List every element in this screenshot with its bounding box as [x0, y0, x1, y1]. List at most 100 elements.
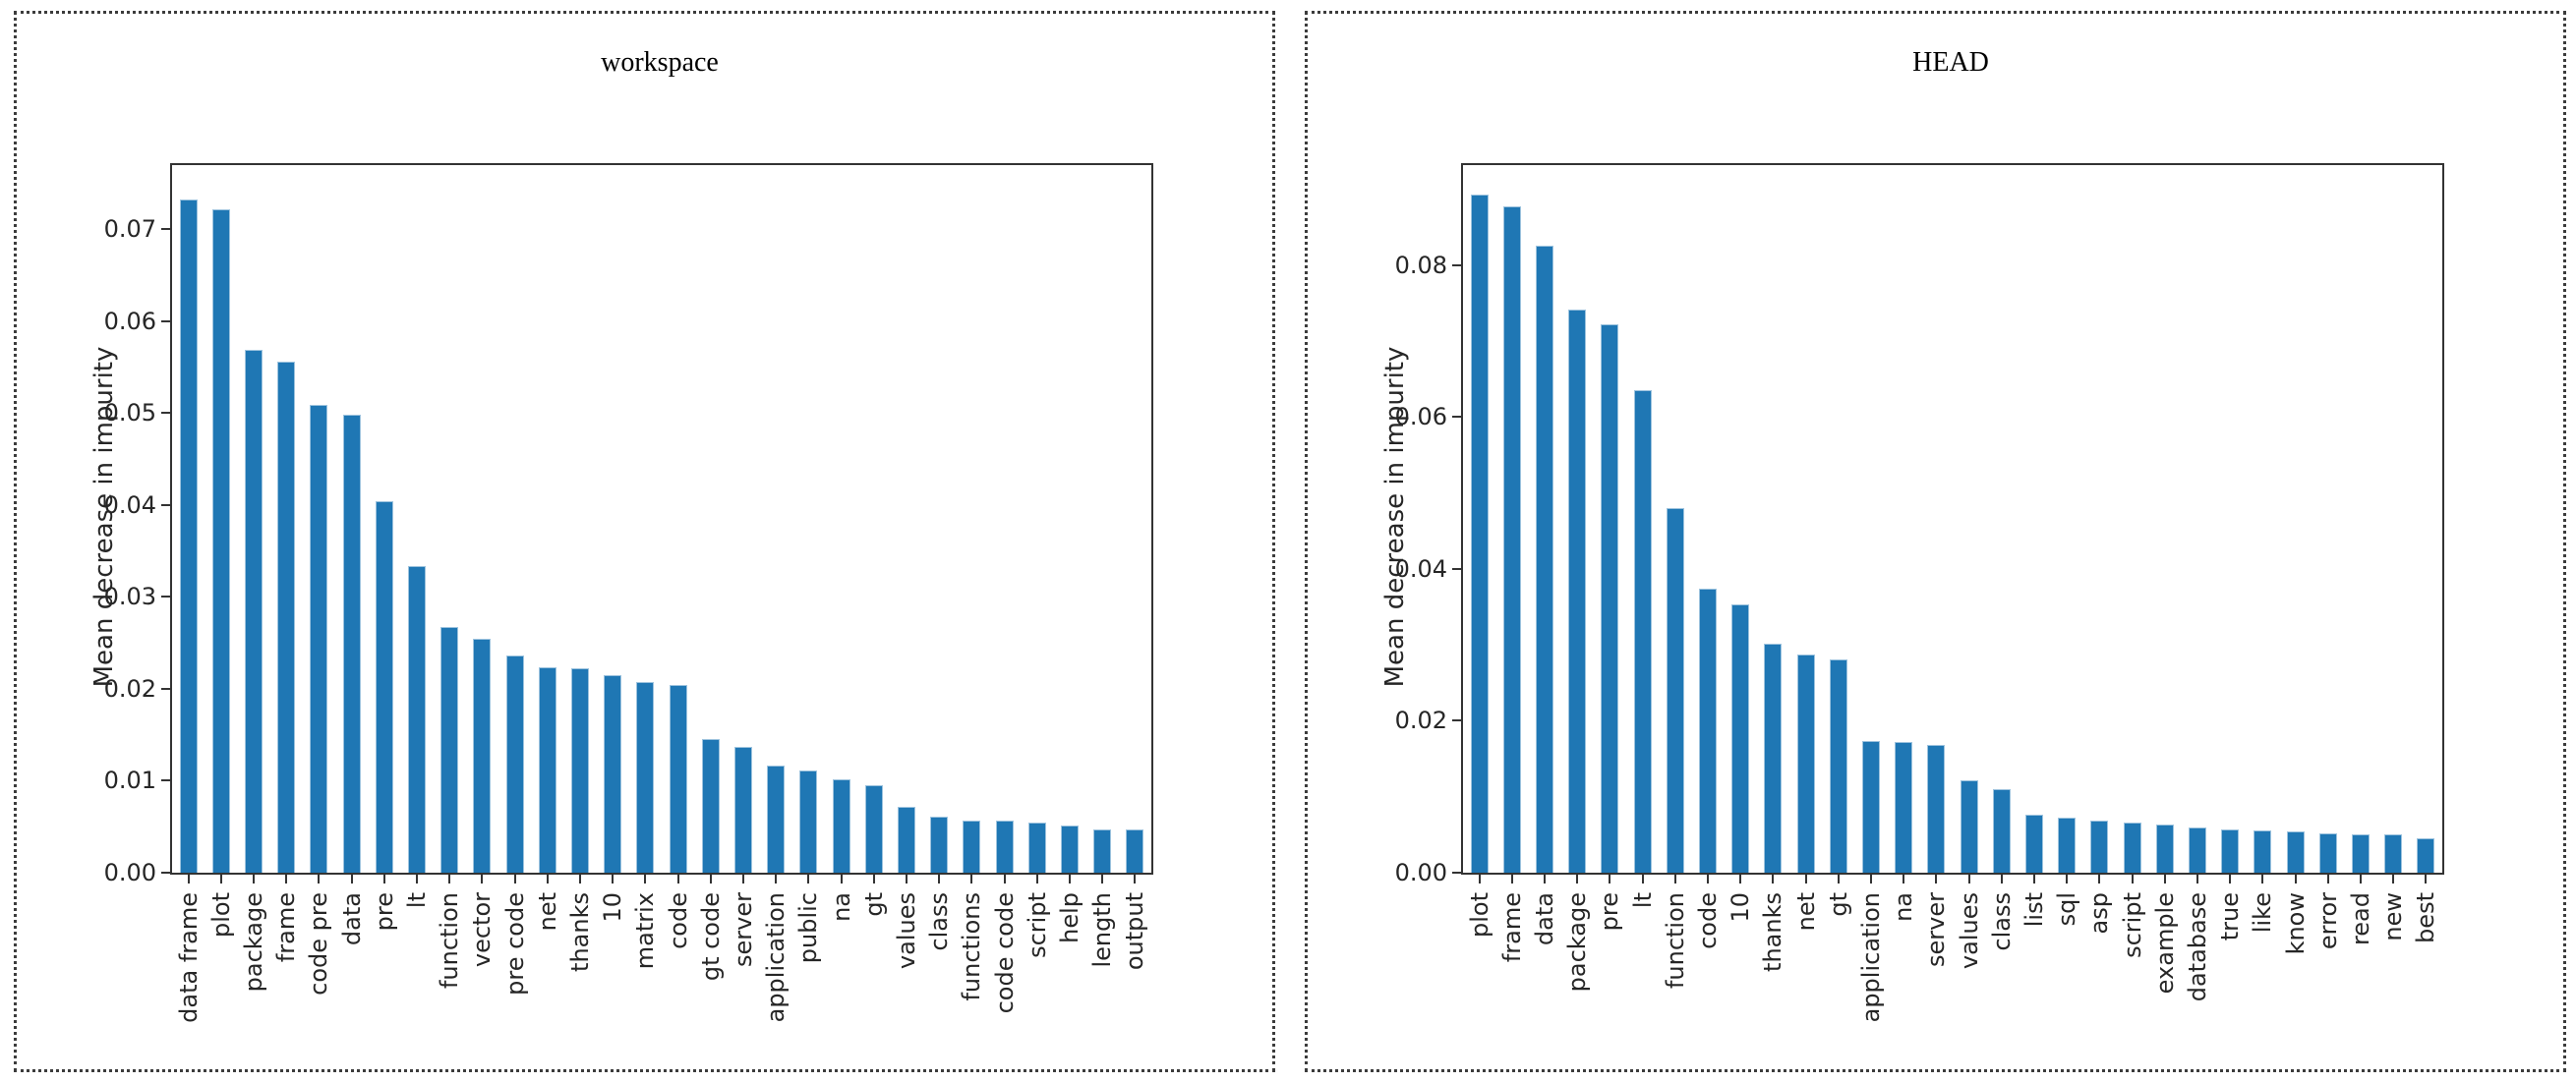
x-tick-mark [1903, 875, 1905, 884]
x-tick-mark [1772, 875, 1775, 884]
x-tick-mark [382, 875, 385, 884]
x-tick-mark [2196, 875, 2198, 884]
bar-10 [604, 675, 622, 873]
bar-lt [1633, 390, 1652, 873]
bar-values [1960, 780, 1978, 873]
y-axis-label: Mean decrease in impurity [1380, 346, 1410, 688]
x-tick-label: list [2020, 892, 2048, 928]
x-tick-mark [513, 875, 516, 884]
x-tick-label: server [730, 892, 757, 967]
bar-help [1061, 826, 1079, 873]
x-tick-mark [2066, 875, 2069, 884]
x-tick-mark [775, 875, 778, 884]
x-tick-mark [1510, 875, 1513, 884]
x-tick-mark [416, 875, 418, 884]
x-tick-mark [1641, 875, 1644, 884]
x-tick-mark [1035, 875, 1038, 884]
bar-code [1699, 589, 1717, 873]
y-tick-mark [161, 228, 170, 231]
bar-true [2221, 829, 2240, 873]
bar-package [245, 350, 263, 873]
x-tick-label: frame [272, 892, 301, 963]
x-tick-mark [709, 875, 712, 884]
y-tick-mark [161, 687, 170, 690]
x-tick-label: package [1563, 892, 1592, 993]
x-tick-mark [1935, 875, 1938, 884]
bar-function [440, 627, 459, 873]
y-tick-mark [161, 503, 170, 506]
y-tick-label: 0.02 [103, 674, 156, 703]
x-tick-label: error [2313, 892, 2342, 950]
bar-function [1666, 508, 1684, 873]
x-tick-mark [2033, 875, 2035, 884]
x-tick-label: values [893, 892, 920, 970]
x-tick-label: net [533, 892, 561, 932]
x-tick-mark [1870, 875, 1872, 884]
x-tick-label: vector [468, 892, 497, 968]
x-tick-mark [1609, 875, 1611, 884]
bar-gt-code [701, 739, 720, 873]
x-tick-mark [1837, 875, 1840, 884]
bar-database [2189, 827, 2206, 873]
bar-public [799, 770, 818, 873]
y-tick-mark [161, 779, 170, 782]
x-tick-label: output [1121, 892, 1149, 971]
x-tick-mark [840, 875, 843, 884]
y-tick-mark [1452, 416, 1461, 419]
bar-pre-code [505, 656, 524, 873]
x-tick-label: gt [1824, 892, 1852, 917]
y-tick-label: 0.01 [103, 767, 156, 795]
x-tick-mark [644, 875, 647, 884]
x-tick-mark [350, 875, 353, 884]
x-tick-mark [872, 875, 875, 884]
x-tick-label: database [2184, 892, 2211, 1002]
x-tick-label: public [794, 892, 823, 964]
bar-gt [1829, 659, 1847, 873]
bar-class [1992, 789, 2011, 873]
bar-vector [473, 639, 492, 873]
y-tick-mark [161, 412, 170, 415]
bar-asp [2090, 821, 2109, 873]
x-tick-label: application [1857, 892, 1885, 1023]
bar-new [2384, 834, 2403, 873]
bar-lt [408, 566, 426, 873]
x-tick-mark [318, 875, 321, 884]
x-tick-mark [253, 875, 255, 884]
bar-data-frame [179, 200, 198, 873]
x-tick-mark [2163, 875, 2166, 884]
bar-net [538, 667, 556, 873]
x-tick-label: read [2347, 892, 2374, 946]
x-tick-label: class [1987, 892, 2016, 951]
bar-package [1568, 310, 1587, 873]
x-tick-mark [612, 875, 615, 884]
y-tick-label: 0.04 [1394, 554, 1447, 583]
x-tick-label: pre [370, 892, 398, 932]
y-tick-label: 0.04 [103, 490, 156, 519]
x-tick-mark [2425, 875, 2428, 884]
y-tick-mark [161, 872, 170, 874]
bar-thanks [571, 668, 589, 873]
x-tick-mark [938, 875, 941, 884]
bar-net [1796, 655, 1815, 873]
x-tick-label: server [1922, 892, 1951, 967]
y-tick-label: 0.03 [103, 583, 156, 611]
y-tick-mark [161, 319, 170, 322]
x-tick-label: frame [1497, 892, 1526, 963]
x-tick-mark [448, 875, 451, 884]
bar-like [2254, 830, 2272, 873]
x-tick-label: pre code [500, 892, 529, 996]
x-tick-mark [1134, 875, 1137, 884]
x-tick-mark [1739, 875, 1742, 884]
x-tick-mark [1544, 875, 1546, 884]
bar-pre [375, 501, 393, 873]
bar-na [832, 779, 850, 873]
y-tick-mark [1452, 263, 1461, 266]
x-tick-label: thanks [1759, 892, 1787, 972]
x-tick-mark [187, 875, 190, 884]
x-tick-label: gt code [696, 892, 725, 982]
bar-length [1093, 829, 1112, 873]
plot-area: 0.00 0.01 0.02 0.03 0.04 0.05 0.06 0.07 data fra… [104, 163, 1153, 1023]
x-tick-mark [2261, 875, 2264, 884]
bar-script [2123, 823, 2141, 873]
